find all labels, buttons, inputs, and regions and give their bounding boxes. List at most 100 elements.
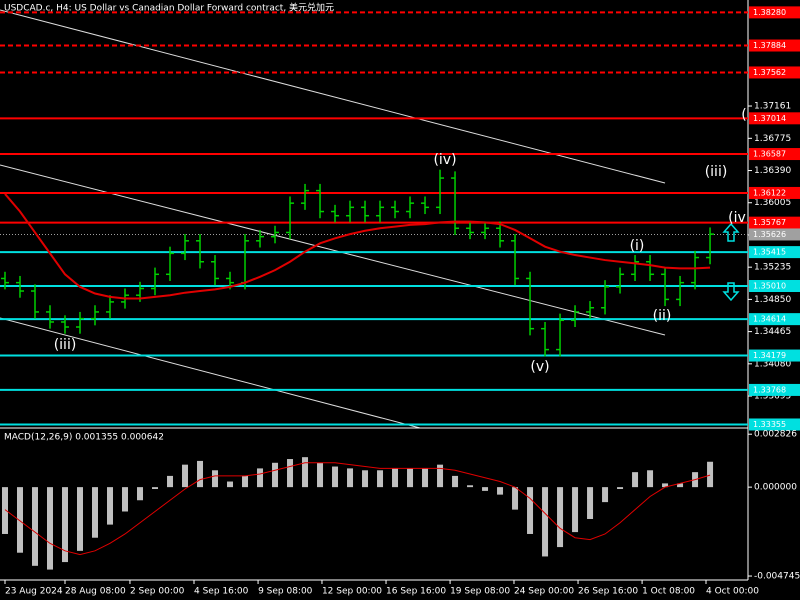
x-tick-label: 4 Oct 00:00	[706, 587, 759, 597]
x-tick-label: 12 Sep 00:00	[322, 587, 382, 597]
macd-bar	[572, 487, 579, 533]
level: 1.37884	[0, 39, 800, 52]
x-tick-label: 2 Sep 00:00	[130, 587, 185, 597]
y-tick-label: 0.000000	[754, 483, 797, 493]
macd-bar	[302, 457, 309, 488]
level-label: 1.35010	[753, 282, 786, 291]
ohlc-bar	[60, 315, 69, 334]
level-label-box	[749, 349, 800, 362]
y-tick-label: 1.36390	[754, 166, 791, 176]
macd-bar	[662, 483, 669, 488]
wave-label: (v)	[530, 359, 549, 375]
ohlc-bar	[0, 271, 9, 290]
y-tick-label: 1.34080	[754, 359, 791, 369]
y-tick-label: 1.36005	[754, 198, 791, 208]
moving-average	[4, 193, 711, 300]
macd-bar	[287, 459, 294, 488]
macd-bar	[707, 461, 714, 488]
level-label: 1.37562	[753, 68, 786, 77]
wave-label: (iv	[728, 210, 746, 226]
ohlc-bar	[361, 200, 370, 223]
level: 1.33768	[0, 383, 800, 396]
level-label-box	[749, 418, 800, 431]
ohlc-bar	[541, 321, 550, 357]
level: 1.35415	[0, 246, 800, 259]
ohlc-bar	[526, 271, 535, 336]
y-tick-label: 1.35235	[754, 263, 791, 273]
ohlc-bar	[436, 169, 445, 215]
macd-bar	[1, 487, 8, 534]
macd-bar	[392, 468, 399, 488]
macd-bar	[557, 487, 564, 548]
macd-bar	[527, 487, 534, 534]
x-tick-label: 4 Sep 16:00	[194, 587, 249, 597]
ohlc-bar	[271, 225, 280, 244]
macd-bar	[362, 470, 369, 488]
macd-bar	[497, 487, 504, 495]
macd-bar	[617, 487, 624, 490]
current-price-box	[749, 228, 800, 241]
macd-bar	[482, 487, 489, 491]
ohlc-bar	[196, 234, 205, 269]
wave-label: (i)	[630, 238, 645, 254]
ohlc-bar	[646, 255, 655, 281]
ohlc-bar	[556, 313, 565, 357]
macd-bar	[257, 468, 264, 488]
macd-bar	[602, 487, 609, 503]
macd-bar	[227, 481, 234, 488]
y-tick-label: 1.34465	[754, 327, 791, 337]
level-label-box	[749, 66, 800, 79]
level: 1.34614	[0, 313, 800, 326]
ohlc-bar	[631, 255, 640, 281]
wave-label: (iv)	[433, 152, 456, 168]
wave-label: (	[741, 107, 746, 123]
ohlc-bar	[166, 246, 175, 281]
macd-bar	[542, 487, 549, 557]
ohlc-bar	[76, 311, 85, 334]
ohlc-bar	[181, 234, 190, 261]
level-label: 1.35415	[753, 248, 786, 257]
level-label-box	[749, 6, 800, 19]
macd-bar	[46, 487, 53, 570]
ohlc-bar	[676, 275, 685, 307]
ohlc-bar	[286, 196, 295, 240]
macd-bar	[107, 487, 114, 525]
level: 1.37014	[0, 112, 800, 125]
ohlc-bar	[376, 200, 385, 223]
macd-bar	[422, 468, 429, 488]
ohlc-bar	[451, 171, 460, 235]
down-arrow	[722, 282, 740, 302]
macd-bar	[452, 475, 459, 488]
macd-bar	[467, 485, 474, 488]
macd-bar	[647, 470, 654, 488]
ohlc-bar	[691, 250, 700, 290]
ohlc-bar	[511, 234, 520, 286]
macd-bar	[212, 470, 219, 488]
macd-bar	[197, 460, 204, 488]
level-label-box	[749, 383, 800, 396]
ohlc-bar	[421, 196, 430, 215]
up-arrow	[722, 222, 740, 242]
ohlc-bar	[616, 267, 625, 294]
macd-bar	[77, 487, 84, 551]
level: 1.33355	[0, 418, 800, 431]
macd-bar	[512, 487, 519, 510]
macd-bar	[347, 468, 354, 488]
x-tick-label: 23 Aug 2024	[5, 587, 63, 597]
trendline	[0, 317, 421, 429]
level-label: 1.37014	[753, 114, 786, 123]
macd-bar	[377, 470, 384, 488]
ohlc-bar	[91, 305, 100, 326]
level-label: 1.33355	[753, 420, 786, 429]
ohlc-bar	[15, 275, 24, 298]
level: 1.35767	[0, 216, 800, 229]
level-label: 1.37884	[753, 41, 786, 50]
macd-bar	[16, 487, 23, 553]
level-label: 1.34614	[753, 315, 786, 324]
macd-bar	[437, 464, 444, 488]
macd-bar	[407, 468, 414, 488]
ohlc-bar	[706, 227, 715, 265]
level: 1.36587	[0, 148, 800, 161]
ohlc-bar	[571, 305, 580, 328]
